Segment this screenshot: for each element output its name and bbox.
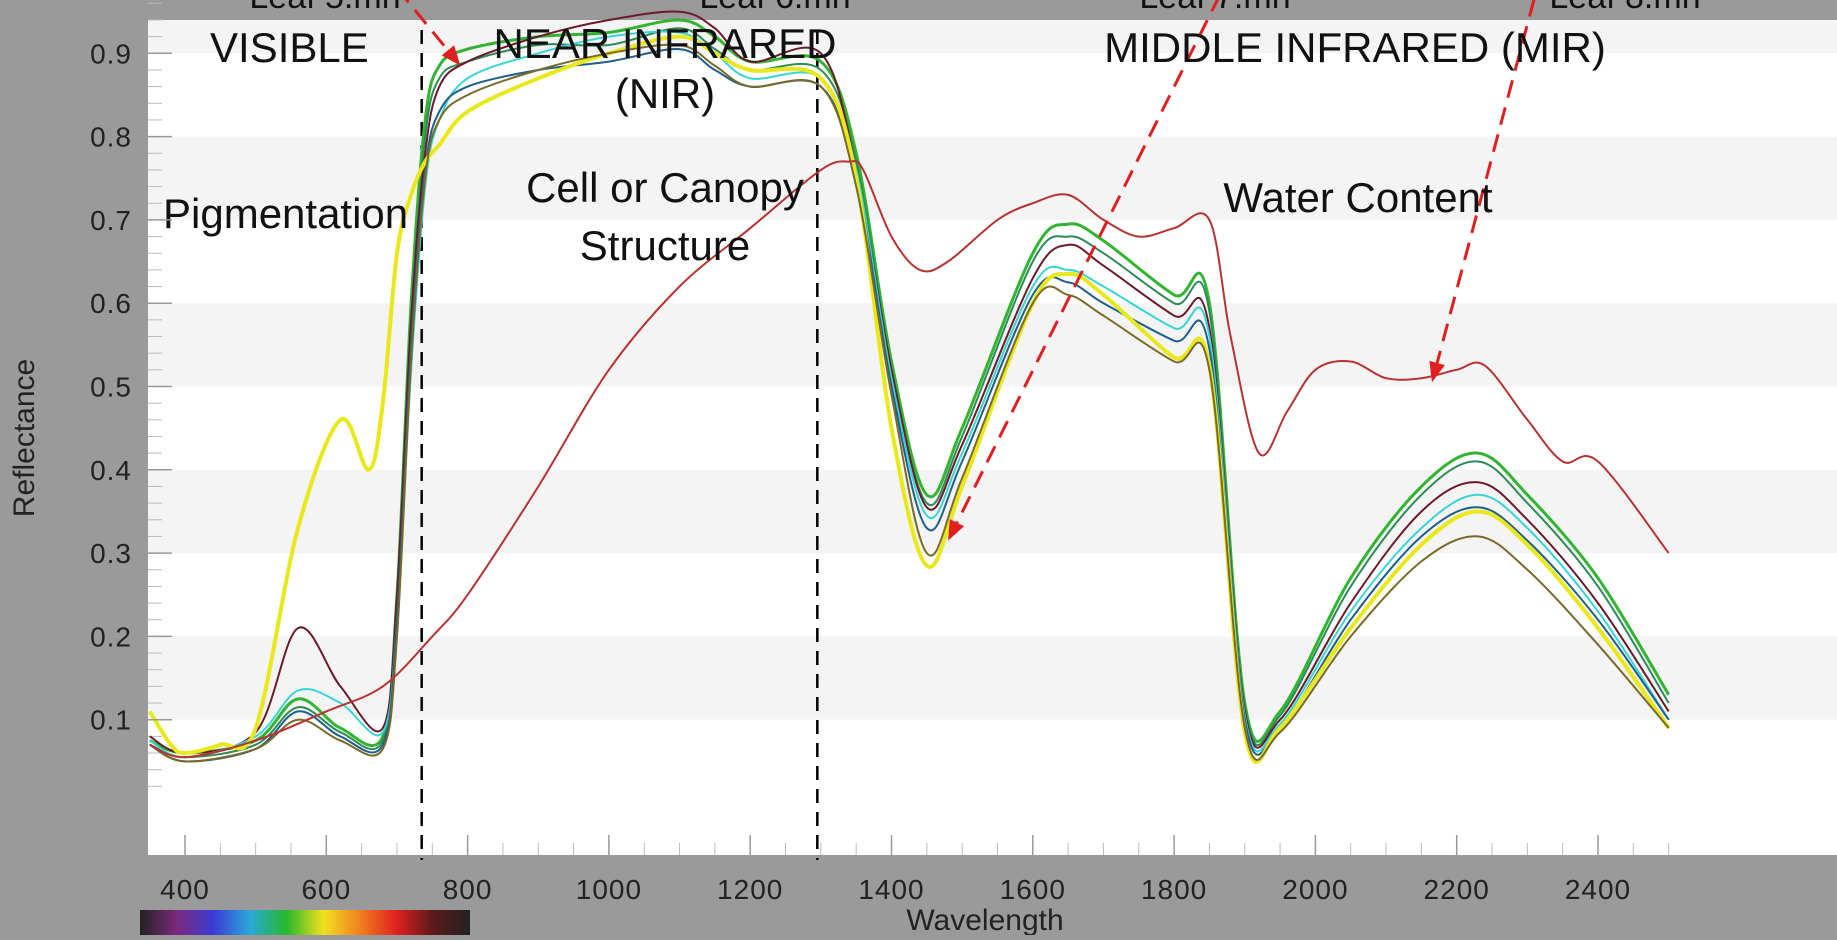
- visible-label: VISIBLE: [210, 24, 369, 71]
- x-tick-labels: 400 600 800 1000 1200 1400 1600 1800 2000 2200 240…: [160, 835, 1631, 905]
- plot-band: [148, 636, 1837, 720]
- series-line-8: [149, 159, 1670, 759]
- x-tick-label: 2000: [1282, 874, 1348, 905]
- mir-label: MIDDLE INFRARED (MIR): [1104, 24, 1606, 71]
- top-label-leaf6: Leaf 6.mn: [699, 0, 850, 16]
- x-tick-label: 1000: [576, 874, 642, 905]
- top-label-leaf7: Leaf 7.mn: [1139, 0, 1290, 16]
- cell-structure-line2: Structure: [580, 222, 750, 269]
- plot-bands: [148, 20, 1837, 720]
- top-labels: Leaf 5.mn Leaf 6.mn Leaf 7.mn Leaf 8.mn: [249, 0, 1700, 16]
- annotation-arrows: [404, 0, 1536, 541]
- spectrum-colorbar: [140, 910, 470, 935]
- plot-band: [148, 20, 1837, 54]
- y-tick-label: 0.1: [90, 705, 132, 736]
- x-tick-label: 1600: [1000, 874, 1066, 905]
- x-tick-label: 2200: [1424, 874, 1490, 905]
- x-tick-label: 1400: [858, 874, 924, 905]
- x-tick-label: 400: [160, 874, 210, 905]
- annotation-arrow-shaft-1: [404, 0, 450, 52]
- x-tick-label: 1200: [717, 874, 783, 905]
- x-tick-label: 2400: [1565, 874, 1631, 905]
- annotation-arrow-shaft-2: [955, 0, 1220, 524]
- x-tick-label: 800: [443, 874, 493, 905]
- annotation-arrowhead-3: [1429, 360, 1445, 383]
- annotation-arrowhead-2: [948, 519, 965, 541]
- x-axis-title: Wavelength: [906, 904, 1063, 935]
- plot-band: [148, 469, 1837, 554]
- top-label-leaf5: Leaf 5.mn: [249, 0, 400, 16]
- series-line-6: [148, 34, 1671, 764]
- y-tick-label: 0.9: [90, 38, 132, 69]
- x-tick-label: 1800: [1141, 874, 1207, 905]
- x-tick-label: 600: [301, 874, 351, 905]
- series-lines: [148, 10, 1671, 764]
- y-tick-labels: 1.00.90.80.70.60.50.40.30.20.1: [90, 38, 172, 736]
- y-tick-label: 0.4: [90, 455, 132, 486]
- cell-structure-line1: Cell or Canopy: [526, 164, 804, 211]
- pigmentation-label: Pigmentation: [163, 190, 408, 237]
- y-tick-label: 0.2: [90, 621, 132, 652]
- y-tick-label: 0.5: [90, 372, 132, 403]
- nir-label-line1: NEAR INFRARED: [493, 20, 836, 67]
- annotation-arrowhead-1: [441, 45, 461, 66]
- top-label-leaf8: Leaf 8.mn: [1549, 0, 1700, 16]
- y-tick-label: 0.8: [90, 122, 132, 153]
- y-tick-label: 0.3: [90, 538, 132, 569]
- y-axis-title: Reflectance: [8, 359, 41, 517]
- nir-label-line2: (NIR): [615, 70, 715, 117]
- y-tick-label: 0.6: [90, 288, 132, 319]
- y-tick-label: 0.7: [90, 205, 132, 236]
- colorbar-rect: [140, 910, 470, 935]
- series-line-7: [149, 43, 1670, 763]
- water-content-label: Water Content: [1223, 174, 1493, 221]
- annotation-arrow-shaft-3: [1435, 0, 1536, 364]
